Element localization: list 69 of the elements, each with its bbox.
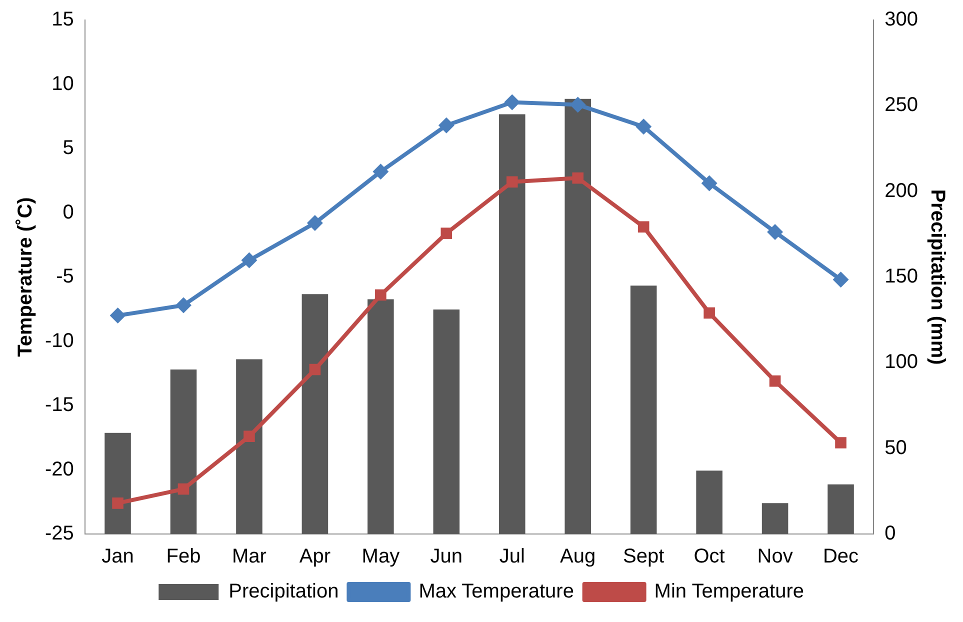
point [636, 118, 652, 135]
bar [104, 432, 131, 534]
y2-tick-label: 250 [884, 94, 918, 116]
point [112, 498, 124, 509]
point [704, 307, 715, 319]
point [178, 483, 190, 495]
x-tick-label: Feb [166, 546, 201, 568]
bar [828, 484, 854, 534]
bar [498, 114, 526, 534]
x-tick-label: Sept [623, 546, 665, 568]
point [440, 228, 452, 239]
point [570, 96, 586, 113]
point [504, 94, 520, 110]
y-tick-label: -10 [45, 330, 74, 352]
point [506, 176, 518, 188]
legend-label: Min Temperature [654, 580, 804, 603]
point [769, 375, 781, 387]
y-tick-label: -15 [45, 394, 74, 416]
point [832, 272, 849, 288]
y-tick-label: 15 [52, 8, 74, 31]
x-tick-label: Jun [430, 546, 463, 568]
point [241, 252, 258, 268]
point [638, 221, 650, 233]
bar [696, 470, 722, 534]
point [110, 308, 126, 324]
point [438, 117, 454, 134]
point [572, 172, 584, 184]
x-tick-label: Aug [560, 546, 596, 568]
bar [630, 286, 657, 534]
y-tick-label: 0 [62, 201, 74, 224]
y-tick-label: 10 [52, 72, 74, 95]
bar [564, 98, 592, 534]
y-tick-label: -5 [56, 266, 74, 288]
y-tick-label: 5 [62, 137, 74, 160]
point [767, 224, 784, 240]
x-tick-label: Nov [757, 546, 793, 568]
point [175, 297, 192, 314]
point [306, 215, 323, 232]
bar [302, 294, 328, 534]
bar [236, 359, 262, 534]
point [309, 364, 321, 376]
bar [368, 299, 394, 534]
bar [762, 503, 788, 534]
x-tick-label: Mar [232, 546, 267, 568]
point [244, 430, 255, 442]
y2-tick-label: 200 [884, 180, 918, 202]
bar [170, 370, 197, 534]
x-tick-label: Dec [822, 546, 859, 568]
x-tick-label: May [362, 546, 400, 568]
y-axis-title: Temperature (˚C) [14, 197, 37, 357]
bar [433, 310, 460, 534]
legend-label: Precipitation [228, 580, 339, 603]
y2-axis-title: Precipitation (mm) [926, 189, 948, 365]
y2-tick-label: 0 [884, 522, 896, 545]
x-tick-label: Apr [299, 546, 331, 568]
y2-tick-label: 100 [884, 351, 918, 374]
point [835, 437, 846, 448]
x-tick-label: Oct [694, 546, 726, 568]
y2-tick-label: 150 [884, 266, 918, 288]
point [375, 289, 386, 301]
legend-label: Max Temperature [418, 580, 574, 603]
point [701, 175, 718, 192]
y2-tick-label: 50 [884, 436, 907, 459]
y-tick-label: -25 [45, 522, 74, 545]
y2-tick-label: 300 [884, 8, 918, 31]
x-tick-label: Jan [102, 546, 134, 568]
x-tick-label: Jul [499, 546, 525, 568]
y-tick-label: -20 [45, 458, 74, 480]
point [372, 164, 389, 180]
